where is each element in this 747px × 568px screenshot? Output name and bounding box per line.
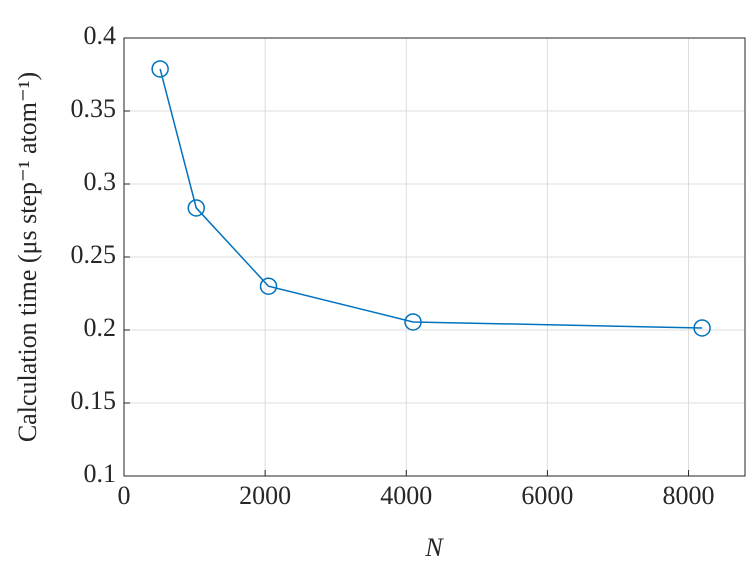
data-point [187,199,206,217]
data-point [693,319,711,337]
x-tick-label: 6000 [521,481,573,510]
x-tick-label: 8000 [663,481,715,510]
x-tick-label: 2000 [239,481,291,510]
data-point [259,277,278,295]
y-tick-label: 0.1 [84,459,117,488]
y-tick-label: 0.15 [71,386,117,415]
y-axis-label: Calculation time (μs step⁻¹ atom⁻¹) [13,72,42,442]
y-tick-label: 0.4 [84,21,117,50]
y-tick-label: 0.25 [71,240,117,269]
x-axis-label: N [424,533,444,562]
data-point [404,313,422,331]
data-point [151,60,169,78]
data-line [159,68,703,329]
plot-frame [123,37,746,477]
x-tick-label: 4000 [380,481,432,510]
x-tick-label: 0 [118,481,131,510]
y-tick-label: 0.3 [84,167,117,196]
y-tick-label: 0.2 [84,313,117,342]
y-tick-label: 0.35 [71,94,117,123]
